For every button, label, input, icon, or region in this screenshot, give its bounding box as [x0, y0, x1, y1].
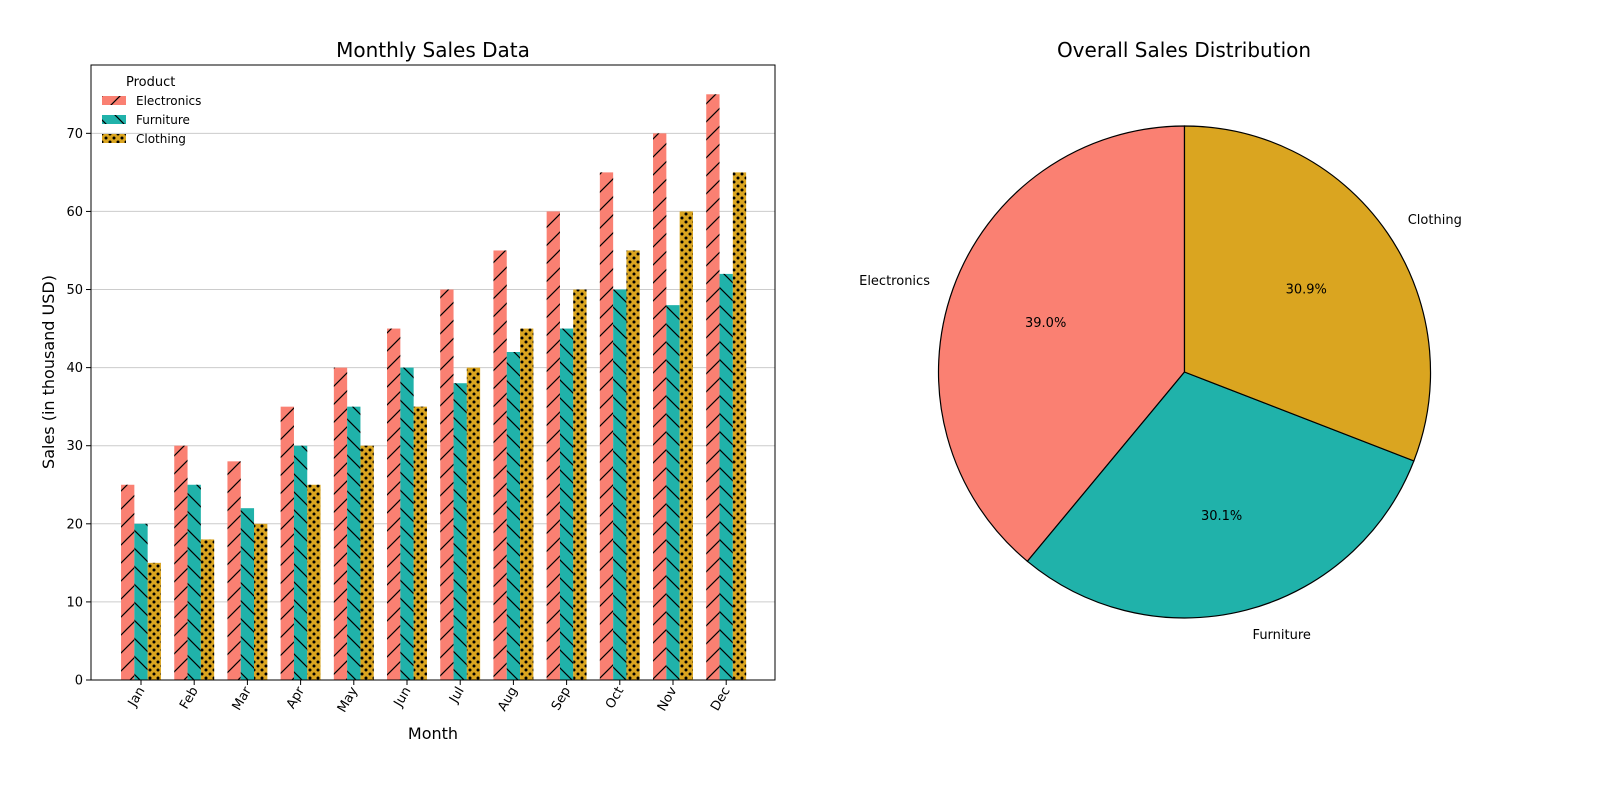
pie-label-clothing: Clothing — [1408, 213, 1462, 228]
x-tick-label: Jan — [125, 685, 149, 711]
bar-furniture-aug — [507, 352, 520, 680]
bar-electronics-nov — [653, 133, 666, 680]
bar-furniture-mar — [241, 508, 254, 680]
y-tick-label: 60 — [66, 205, 83, 220]
pie-pct-clothing: 30.9% — [1286, 283, 1327, 298]
bar-clothing-may — [360, 446, 373, 680]
bar-furniture-jun — [400, 368, 413, 680]
bar-chart-title: Monthly Sales Data — [336, 38, 530, 62]
bar-electronics-mar — [227, 461, 240, 680]
y-tick-label: 70 — [66, 127, 83, 142]
bar-electronics-feb — [174, 446, 187, 680]
y-tick-label: 0 — [75, 674, 83, 689]
bar-furniture-sep — [560, 329, 573, 680]
bar-chart-x-ticks: Jan Feb Mar Apr May Jun Jul Aug Sep Oct Nov Dec — [125, 680, 734, 715]
bar-clothing-jun — [414, 407, 427, 680]
bar-chart-x-label: Month — [408, 724, 458, 743]
y-tick-label: 40 — [66, 361, 83, 376]
bar-chart-bars — [121, 94, 746, 680]
y-tick-label: 20 — [66, 517, 83, 532]
bar-furniture-apr — [294, 446, 307, 680]
pie-label-electronics: Electronics — [859, 274, 930, 289]
bar-clothing-dec — [733, 172, 746, 680]
bar-clothing-jul — [467, 368, 480, 680]
x-tick-label: Apr — [284, 684, 309, 712]
x-tick-label: Jul — [446, 685, 467, 707]
bar-electronics-may — [334, 368, 347, 680]
bar-electronics-dec — [706, 94, 719, 680]
bar-chart-y-ticks: 0 10 20 30 40 50 60 70 — [66, 127, 91, 689]
bar-furniture-nov — [666, 305, 679, 680]
x-tick-label: Jun — [391, 685, 415, 711]
x-tick-label: Mar — [230, 684, 256, 713]
pie-chart: Overall Sales Distribution Electronics 39… — [859, 38, 1462, 643]
bar-clothing-nov — [680, 211, 693, 680]
bar-clothing-aug — [520, 329, 533, 680]
legend-label: Electronics — [136, 94, 201, 108]
bar-clothing-jan — [148, 563, 161, 680]
y-tick-label: 10 — [66, 595, 83, 610]
bar-clothing-sep — [573, 290, 586, 680]
bar-clothing-mar — [254, 524, 267, 680]
legend-label: Furniture — [136, 113, 190, 127]
x-tick-label: Feb — [177, 685, 202, 712]
bar-electronics-aug — [493, 250, 506, 680]
bar-clothing-feb — [201, 539, 214, 680]
pie-label-furniture: Furniture — [1253, 628, 1311, 643]
legend-label: Clothing — [136, 132, 186, 146]
y-tick-label: 30 — [66, 439, 83, 454]
bar-furniture-jul — [454, 383, 467, 680]
x-tick-label: Nov — [655, 684, 681, 714]
bar-chart: Monthly Sales Data 0 10 20 30 40 50 60 70 Jan Fe… — [39, 38, 775, 743]
bar-electronics-sep — [547, 211, 560, 680]
bar-electronics-oct — [600, 172, 613, 680]
pie-pct-electronics: 39.0% — [1025, 316, 1066, 331]
bar-clothing-apr — [307, 485, 320, 680]
legend-item-clothing: Clothing — [102, 132, 186, 146]
pie-pct-furniture: 30.1% — [1201, 509, 1242, 524]
x-tick-label: Aug — [495, 685, 521, 714]
x-tick-label: Dec — [708, 685, 734, 714]
bar-electronics-jun — [387, 329, 400, 680]
y-tick-label: 50 — [66, 283, 83, 298]
bar-electronics-jul — [440, 290, 453, 680]
x-tick-label: Oct — [603, 685, 627, 712]
bar-furniture-dec — [720, 274, 733, 680]
legend-title: Product — [126, 75, 175, 90]
bar-chart-y-label: Sales (in thousand USD) — [39, 275, 58, 469]
pie-chart-title: Overall Sales Distribution — [1057, 38, 1311, 62]
x-tick-label: May — [335, 684, 362, 715]
legend-item-furniture: Furniture — [102, 113, 190, 127]
bar-electronics-jan — [121, 485, 134, 680]
legend-item-electronics: Electronics — [102, 94, 201, 108]
bar-furniture-jan — [134, 524, 147, 680]
bar-furniture-feb — [188, 485, 201, 680]
bar-electronics-apr — [281, 407, 294, 680]
bar-clothing-oct — [626, 250, 639, 680]
pie-chart-slices — [938, 126, 1430, 618]
x-tick-label: Sep — [549, 685, 574, 714]
bar-furniture-may — [347, 407, 360, 680]
bar-chart-legend: Product Electronics Furniture Clothing — [102, 75, 201, 146]
bar-furniture-oct — [613, 290, 626, 680]
